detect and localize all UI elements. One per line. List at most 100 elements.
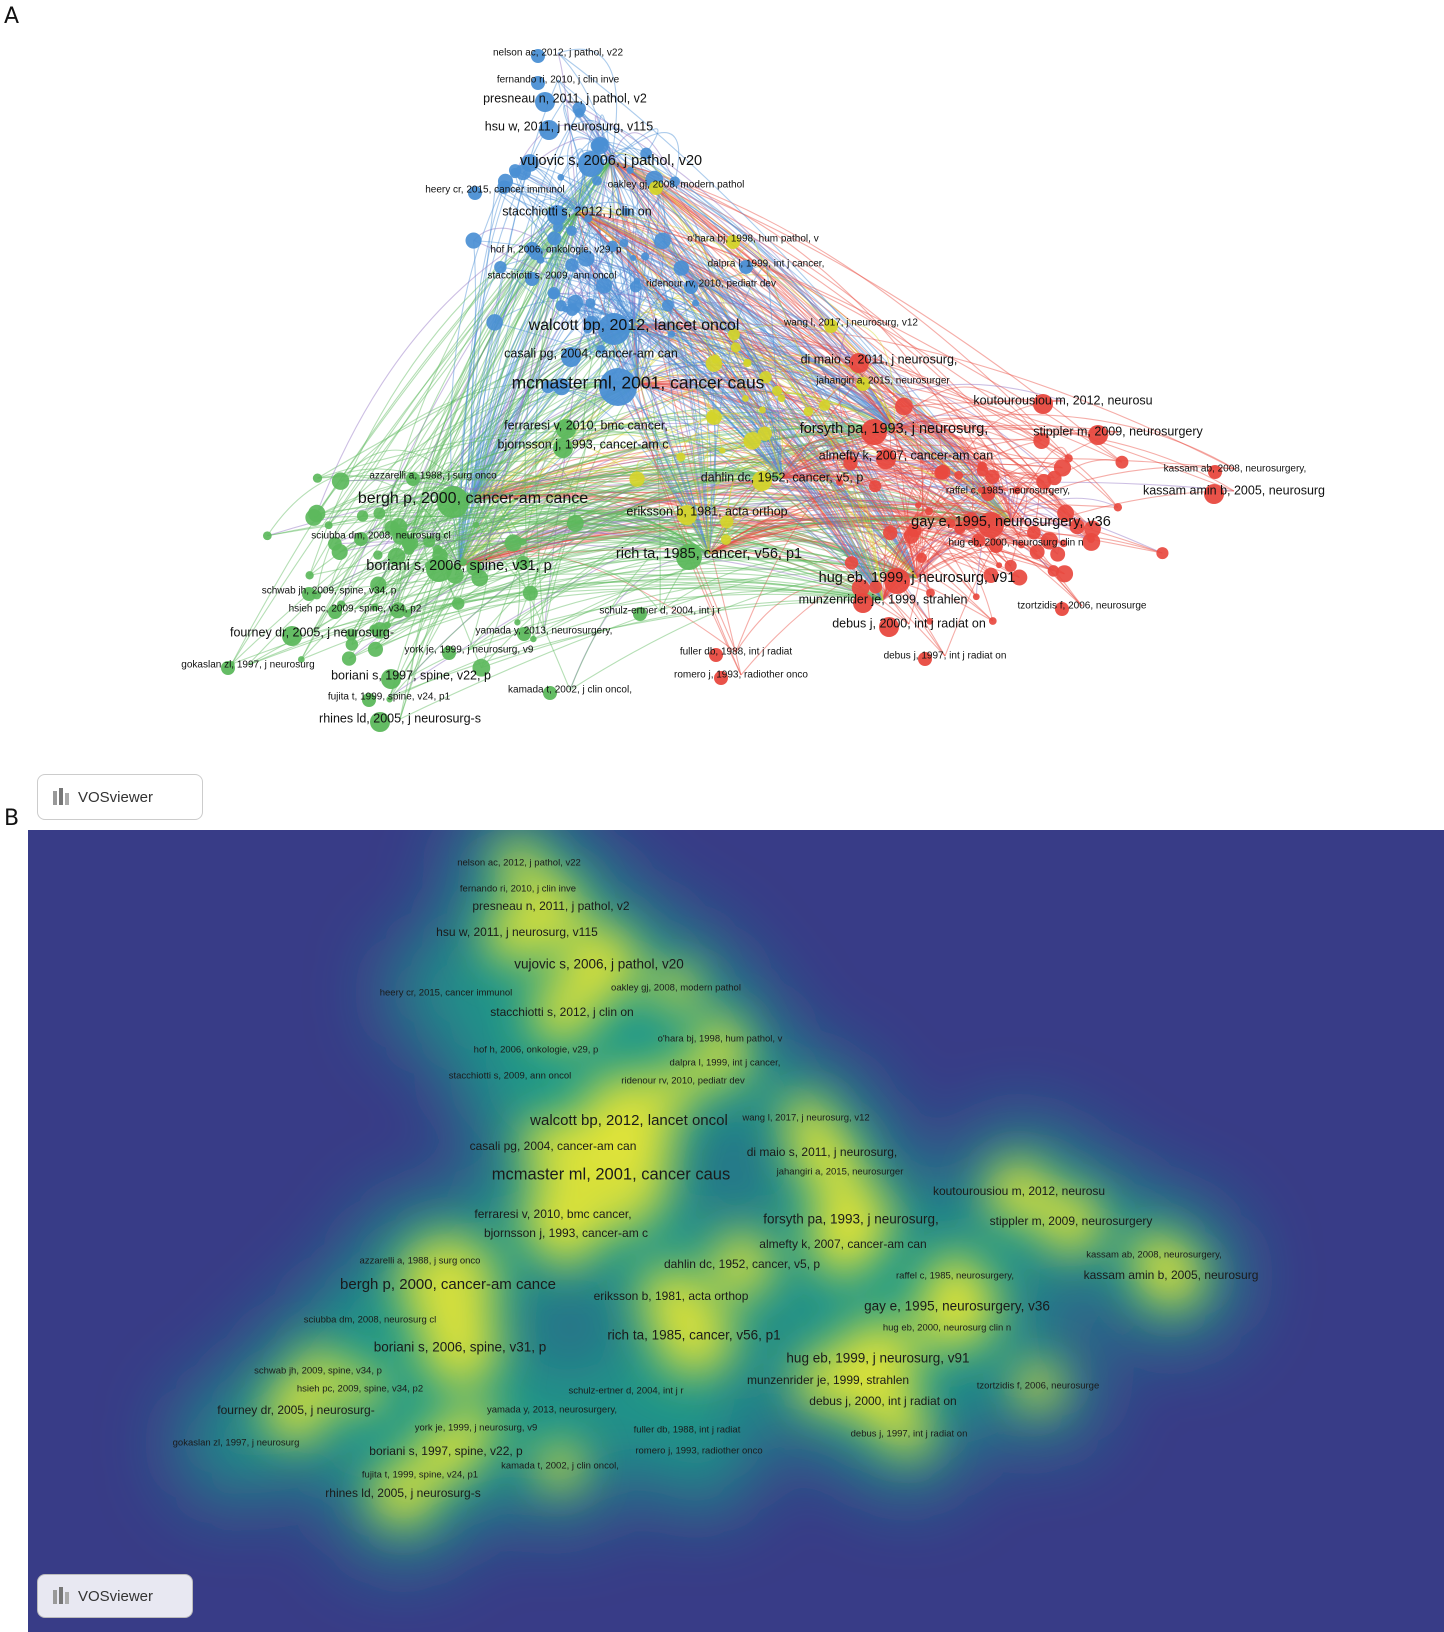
network-node[interactable] bbox=[739, 260, 753, 274]
network-node[interactable] bbox=[926, 588, 935, 598]
network-node[interactable] bbox=[373, 550, 383, 560]
network-node[interactable] bbox=[486, 314, 503, 331]
network-node[interactable] bbox=[719, 447, 726, 454]
network-node[interactable] bbox=[668, 330, 676, 338]
network-node[interactable] bbox=[673, 260, 690, 276]
network-node[interactable] bbox=[824, 319, 838, 333]
network-node[interactable] bbox=[803, 406, 814, 417]
network-node[interactable] bbox=[1069, 518, 1085, 535]
network-node[interactable] bbox=[531, 76, 545, 90]
network-node[interactable] bbox=[539, 120, 559, 140]
network-node[interactable] bbox=[472, 521, 480, 528]
network-node[interactable] bbox=[843, 455, 858, 471]
network-node[interactable] bbox=[553, 378, 571, 396]
network-node[interactable] bbox=[282, 626, 302, 646]
network-node[interactable] bbox=[1033, 394, 1053, 414]
network-node[interactable] bbox=[720, 534, 732, 545]
network-node[interactable] bbox=[630, 254, 637, 261]
network-node[interactable] bbox=[926, 617, 934, 625]
network-node[interactable] bbox=[981, 487, 995, 501]
network-node[interactable] bbox=[1040, 532, 1059, 550]
network-node[interactable] bbox=[989, 539, 1003, 553]
network-node[interactable] bbox=[423, 535, 436, 548]
network-node[interactable] bbox=[743, 432, 761, 450]
network-node[interactable] bbox=[596, 344, 606, 355]
network-node[interactable] bbox=[954, 470, 964, 480]
network-node[interactable] bbox=[341, 651, 357, 666]
network-node[interactable] bbox=[629, 471, 645, 487]
network-node[interactable] bbox=[584, 214, 593, 223]
network-visualization[interactable]: nelson ac, 2012, j pathol, v22 fernando r… bbox=[28, 24, 1444, 824]
network-node[interactable] bbox=[387, 547, 406, 566]
network-node[interactable] bbox=[327, 536, 342, 551]
network-node[interactable] bbox=[730, 342, 741, 353]
network-node[interactable] bbox=[547, 205, 567, 225]
network-node[interactable] bbox=[676, 544, 702, 570]
network-node[interactable] bbox=[946, 519, 956, 529]
network-node[interactable] bbox=[918, 652, 932, 666]
network-node[interactable] bbox=[518, 538, 527, 546]
network-node[interactable] bbox=[578, 151, 604, 177]
network-node[interactable] bbox=[1004, 559, 1017, 572]
network-node[interactable] bbox=[548, 288, 559, 300]
network-node[interactable] bbox=[759, 371, 772, 384]
network-node[interactable] bbox=[714, 671, 728, 685]
network-node[interactable] bbox=[471, 569, 489, 587]
network-node[interactable] bbox=[619, 238, 629, 248]
network-node[interactable] bbox=[515, 164, 531, 181]
density-visualization[interactable]: nelson ac, 2012, j pathol, v22 fernando r… bbox=[28, 830, 1444, 1632]
network-node[interactable] bbox=[592, 175, 602, 186]
network-node[interactable] bbox=[345, 628, 358, 641]
network-node[interactable] bbox=[1033, 432, 1050, 449]
network-node[interactable] bbox=[972, 593, 980, 601]
network-node[interactable] bbox=[566, 514, 584, 532]
network-node[interactable] bbox=[626, 166, 634, 174]
network-node[interactable] bbox=[669, 176, 680, 187]
network-node[interactable] bbox=[331, 472, 350, 490]
network-node[interactable] bbox=[633, 607, 647, 621]
network-node[interactable] bbox=[996, 562, 1003, 569]
network-node[interactable] bbox=[851, 579, 870, 597]
network-node[interactable] bbox=[1087, 535, 1095, 543]
network-node[interactable] bbox=[373, 507, 386, 520]
network-node[interactable] bbox=[556, 419, 576, 439]
network-node[interactable] bbox=[856, 377, 870, 391]
network-node[interactable] bbox=[971, 533, 986, 548]
network-node[interactable] bbox=[426, 556, 452, 582]
network-node[interactable] bbox=[835, 478, 844, 486]
network-node[interactable] bbox=[547, 231, 562, 246]
network-node[interactable] bbox=[988, 617, 997, 625]
network-node[interactable] bbox=[522, 585, 538, 601]
network-node[interactable] bbox=[709, 648, 723, 662]
network-node[interactable] bbox=[1088, 425, 1108, 445]
network-node[interactable] bbox=[468, 186, 482, 200]
network-node[interactable] bbox=[574, 108, 585, 118]
network-node[interactable] bbox=[706, 409, 722, 425]
network-node[interactable] bbox=[692, 299, 699, 307]
network-node[interactable] bbox=[297, 656, 305, 663]
network-node[interactable] bbox=[1047, 470, 1062, 486]
network-node[interactable] bbox=[390, 602, 407, 619]
network-node[interactable] bbox=[541, 380, 555, 394]
network-node[interactable] bbox=[371, 603, 379, 612]
network-node[interactable] bbox=[978, 512, 1004, 538]
network-node[interactable] bbox=[386, 696, 393, 703]
network-node[interactable] bbox=[934, 465, 949, 480]
network-node[interactable] bbox=[954, 523, 966, 535]
network-node[interactable] bbox=[324, 521, 333, 530]
network-node[interactable] bbox=[1029, 544, 1045, 560]
network-node[interactable] bbox=[381, 669, 401, 689]
network-node[interactable] bbox=[621, 207, 631, 217]
network-node[interactable] bbox=[367, 641, 384, 657]
network-node[interactable] bbox=[328, 605, 342, 619]
network-node[interactable] bbox=[452, 597, 465, 610]
network-node[interactable] bbox=[1059, 539, 1068, 548]
network-node[interactable] bbox=[1156, 547, 1169, 560]
network-node[interactable] bbox=[757, 426, 772, 441]
network-node[interactable] bbox=[565, 303, 579, 316]
network-node[interactable] bbox=[895, 397, 913, 416]
network-node[interactable] bbox=[517, 627, 531, 641]
network-node[interactable] bbox=[629, 280, 642, 293]
network-node[interactable] bbox=[362, 693, 376, 707]
network-node[interactable] bbox=[529, 246, 543, 260]
